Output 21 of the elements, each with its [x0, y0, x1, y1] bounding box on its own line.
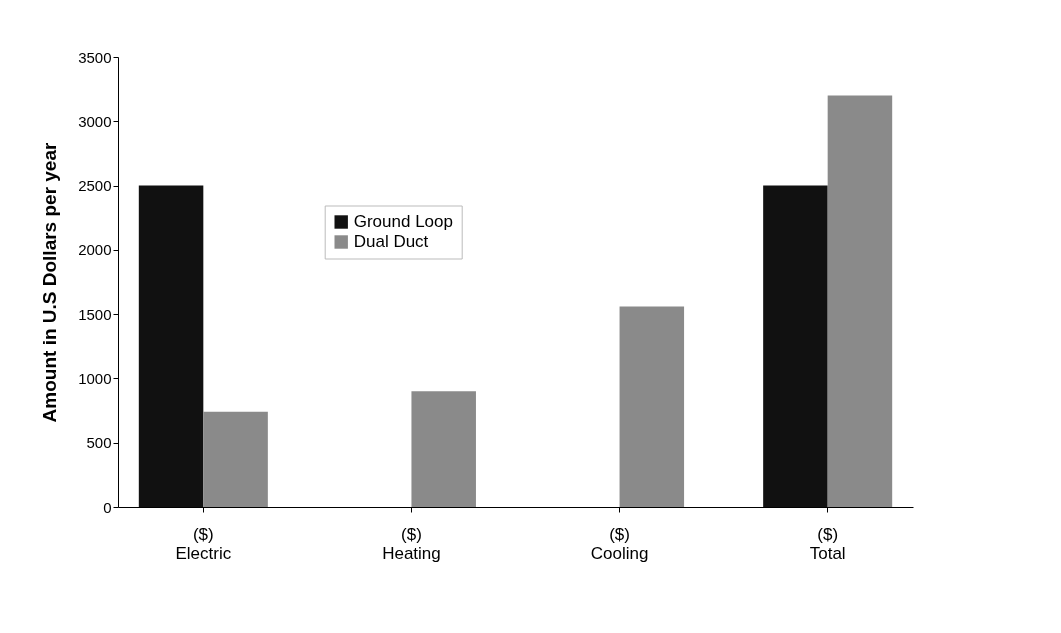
bar [763, 185, 828, 507]
y-tick-label: 3500 [78, 48, 112, 66]
x-tick-label: ($) Cooling [590, 524, 649, 563]
bar [827, 95, 893, 507]
x-tick-label: ($) Total [809, 524, 846, 563]
bar [203, 411, 268, 507]
bar [138, 185, 204, 507]
y-tick-label: 0 [103, 498, 112, 516]
legend-label: Ground Loop [353, 212, 453, 231]
y-tick-label: 1000 [78, 369, 112, 387]
y-tick-label: 2500 [78, 177, 112, 195]
y-tick-label: 1500 [78, 305, 112, 323]
x-tick-label: ($) Electric [175, 524, 232, 563]
legend-label: Dual Duct [353, 232, 429, 251]
y-tick-label: 500 [86, 434, 112, 452]
bar [619, 306, 685, 507]
y-axis-title: Amount in U.S Dollars per year [39, 142, 61, 423]
y-tick-label: 2000 [78, 241, 112, 259]
x-tick-label: ($) Heating [382, 524, 441, 563]
y-tick-label: 3000 [78, 112, 112, 130]
bar [411, 391, 476, 507]
